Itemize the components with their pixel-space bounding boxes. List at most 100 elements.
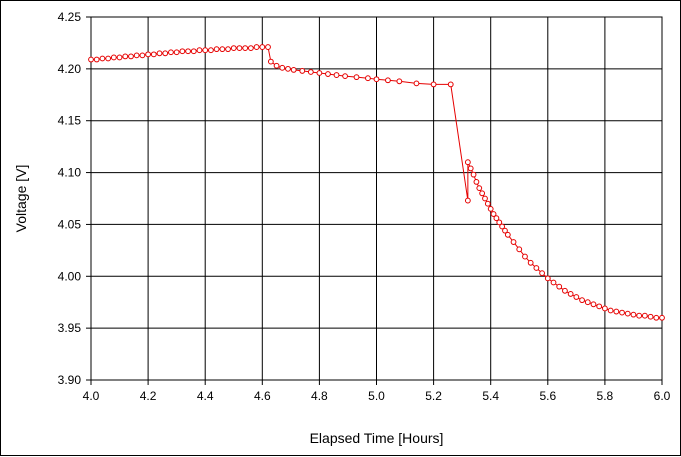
data-point (93, 56, 100, 63)
data-point (128, 53, 134, 60)
data-point (116, 54, 123, 61)
data-point (613, 308, 620, 315)
data-point (490, 211, 497, 217)
y-tick-label: 4.15 (58, 114, 82, 128)
data-point (213, 46, 220, 53)
data-point (550, 279, 557, 286)
data-point (247, 45, 254, 52)
data-point (99, 55, 106, 62)
data-point (236, 45, 243, 52)
y-axis-label: Voltage [V] (13, 165, 29, 233)
data-point (479, 190, 486, 197)
data-point (556, 283, 563, 290)
y-tick-label: 4.00 (58, 269, 82, 283)
x-tick-label: 6.0 (654, 389, 671, 403)
data-point (225, 46, 231, 53)
grid-lines (90, 16, 663, 381)
data-point (173, 49, 180, 56)
x-tick-label: 4.6 (254, 389, 271, 403)
data-point (145, 51, 152, 58)
data-point (316, 70, 323, 76)
y-tick-label: 4.10 (58, 166, 82, 180)
data-point (602, 305, 608, 312)
data-point (496, 219, 503, 226)
data-point (285, 65, 291, 72)
data-point (539, 270, 545, 277)
data-point (333, 72, 340, 78)
data-point (259, 44, 266, 50)
data-point (230, 45, 237, 52)
data-point (562, 287, 568, 294)
x-tick-label: 5.2 (425, 389, 442, 403)
y-tick-label: 4.25 (58, 10, 82, 24)
data-point (504, 231, 511, 238)
data-point (110, 54, 117, 61)
data-point (464, 159, 471, 166)
data-point (185, 48, 191, 55)
data-point (482, 195, 488, 202)
voltage-series-line (91, 46, 662, 319)
data-point (385, 77, 391, 84)
data-point (567, 291, 574, 297)
data-point (133, 52, 140, 59)
x-tick-label: 4.2 (140, 389, 157, 403)
data-point (484, 200, 491, 207)
data-point (502, 227, 508, 234)
data-point (624, 310, 631, 317)
data-point (290, 66, 297, 73)
x-axis-ticks: 4.0 4.2 4.4 4.6 4.8 5.0 5.2 5.4 5.6 5.8 6.0 (83, 380, 671, 403)
x-tick-label: 4.8 (311, 389, 328, 403)
data-point (527, 259, 534, 266)
data-point (630, 311, 637, 318)
y-tick-label: 4.20 (58, 62, 82, 76)
data-point (476, 185, 483, 192)
data-point (273, 62, 280, 69)
data-point (467, 165, 474, 172)
data-point (196, 47, 203, 54)
data-point (179, 48, 186, 55)
x-tick-label: 4.0 (83, 389, 100, 403)
data-point (464, 197, 471, 204)
data-point (641, 312, 648, 319)
data-point (413, 80, 420, 87)
data-point (533, 265, 540, 271)
data-point (430, 81, 437, 88)
data-point (88, 56, 94, 63)
data-point (150, 51, 157, 58)
y-tick-label: 3.95 (58, 321, 82, 335)
data-point (396, 78, 403, 85)
data-point (499, 223, 506, 230)
data-point (342, 73, 348, 80)
data-point (242, 45, 249, 52)
x-tick-label: 5.8 (597, 389, 614, 403)
data-point (473, 179, 480, 185)
data-point (522, 253, 528, 260)
y-tick-label: 3.90 (58, 373, 82, 387)
x-axis-label: Elapsed Time [Hours] (310, 430, 444, 446)
data-point (636, 312, 643, 319)
data-point (365, 75, 371, 82)
y-tick-label: 4.05 (58, 217, 82, 231)
data-point (573, 294, 580, 300)
x-tick-label: 4.4 (197, 389, 214, 403)
data-point (470, 171, 477, 178)
data-point (267, 58, 274, 65)
data-point (208, 47, 214, 54)
voltage-series-points (88, 44, 665, 321)
data-point (579, 297, 585, 304)
data-point (493, 215, 500, 222)
data-point (190, 48, 197, 55)
data-point (325, 71, 331, 77)
x-tick-label: 5.6 (539, 389, 556, 403)
data-point (516, 246, 523, 253)
data-point (373, 76, 380, 83)
data-point (265, 44, 271, 50)
data-point (139, 52, 146, 59)
y-axis-ticks: 3.90 3.95 4.00 4.05 4.10 4.15 4.20 4.25 (58, 10, 91, 387)
data-point (307, 69, 314, 75)
data-point (105, 55, 112, 62)
data-point (619, 309, 625, 316)
data-point (202, 47, 209, 54)
